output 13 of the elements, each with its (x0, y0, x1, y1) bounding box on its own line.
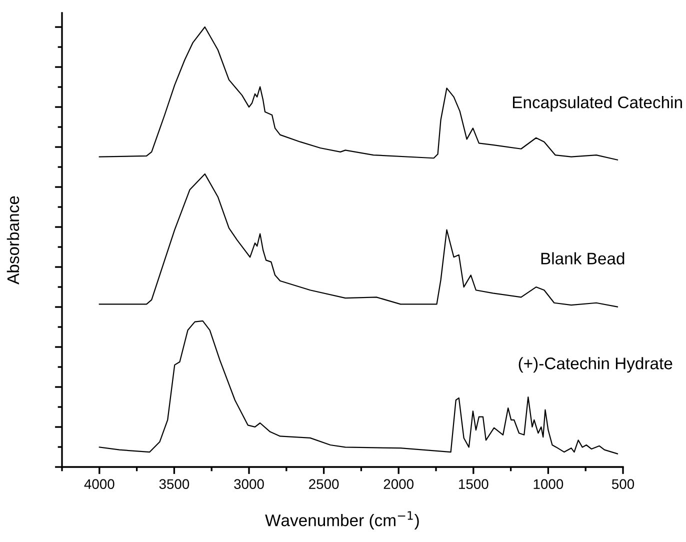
x-tick-label: 2000 (384, 479, 414, 490)
x-tick-label: 1500 (459, 479, 488, 490)
x-tick-label: 2500 (309, 479, 339, 490)
x-tick-label: 3000 (234, 479, 264, 490)
x-tick-label: 500 (612, 479, 634, 490)
x-tick-label: 4000 (84, 479, 114, 490)
series-label: (+)-Catechin Hydrate (518, 357, 672, 373)
x-tick-label: 1000 (534, 479, 564, 490)
x-tick-label: 3500 (159, 479, 190, 490)
x-axis-title: Wavenumber (cm$^{−1}$) (265, 511, 419, 530)
series-label: Blank Bead (541, 252, 624, 264)
text: Encapsulated Catechin (512, 96, 682, 112)
y-axis-title: Absorbance (6, 196, 20, 284)
